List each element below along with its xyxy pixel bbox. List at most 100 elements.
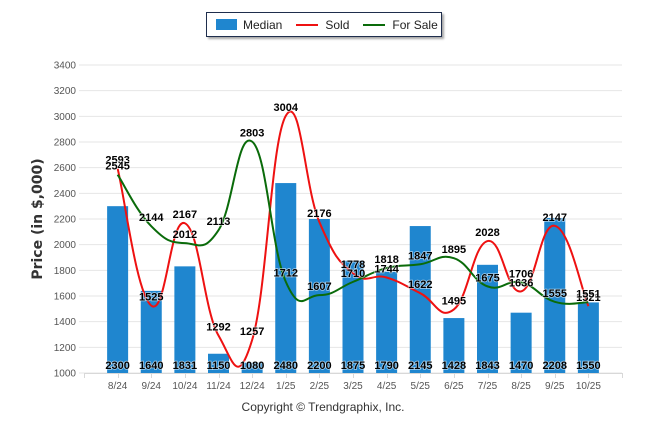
- y-tick-label: 2600: [54, 163, 77, 174]
- legend-item-for-sale[interactable]: For Sale: [363, 17, 438, 32]
- median-data-label: 2300: [105, 360, 129, 372]
- y-tick-label: 1800: [54, 266, 77, 277]
- y-tick-label: 3200: [54, 86, 77, 97]
- x-tick-label: 11/24: [206, 381, 231, 392]
- sold-data-label: 2167: [173, 209, 197, 221]
- median-bar: [241, 362, 263, 373]
- copyright-text: Copyright © Trendgraphix, Inc.: [241, 400, 405, 414]
- for-sale-data-label: 1818: [374, 254, 398, 266]
- for-sale-data-label: 1675: [475, 272, 499, 284]
- median-bar: [443, 318, 465, 373]
- y-tick-label: 2800: [54, 138, 77, 149]
- for-sale-data-label: 1607: [307, 281, 331, 293]
- sold-data-label: 2593: [105, 155, 129, 167]
- y-axis-ticks: 1000 1200 1400 1600 1800 2000 2200 2400 2600 2800…: [54, 61, 77, 380]
- median-bar: [477, 264, 498, 373]
- for-sale-data-label: 2545: [105, 161, 129, 173]
- legend-item-median[interactable]: Median: [216, 18, 282, 32]
- series-lines: [116, 110, 590, 368]
- legend-label: Sold: [325, 17, 350, 32]
- median-bar: [174, 266, 196, 373]
- median-bar: [577, 302, 599, 373]
- x-tick-label: 10/25: [576, 381, 601, 392]
- sold-line: [116, 110, 590, 368]
- legend: Median Sold For Sale: [206, 12, 442, 37]
- median-bar: [376, 271, 398, 373]
- median-swatch-icon: [216, 19, 237, 30]
- x-tick-label: 5/25: [411, 381, 431, 392]
- y-tick-label: 1600: [54, 292, 77, 303]
- median-bar: [208, 353, 229, 373]
- median-bar: [342, 260, 364, 373]
- median-data-label: 1640: [139, 360, 163, 372]
- x-tick-label: 8/24: [108, 381, 128, 392]
- y-tick-label: 1200: [54, 343, 77, 354]
- median-data-label: 2480: [274, 360, 298, 372]
- for-sale-data-label: 1710: [341, 268, 365, 280]
- x-tick-label: 10/24: [172, 381, 197, 392]
- y-tick-label: 2400: [54, 189, 77, 200]
- median-data-label: 2145: [408, 360, 432, 372]
- median-data-label: 1428: [442, 360, 466, 372]
- sold-data-label: 1495: [442, 295, 466, 307]
- y-axis-title: Price (in $,000): [30, 158, 46, 280]
- y-tick-label: 1400: [54, 317, 77, 328]
- x-axis-ticks: 8/24 9/24 10/24 11/24 12/24 1/25 2/25 3/25 4/25 5…: [84, 373, 623, 392]
- median-data-label: 2200: [307, 360, 331, 372]
- for-sale-data-label: 1847: [408, 250, 432, 262]
- x-tick-label: 6/25: [444, 381, 464, 392]
- for-sale-data-label: 1706: [509, 268, 533, 280]
- x-tick-label: 4/25: [377, 381, 397, 392]
- for-sale-data-label: 2803: [240, 128, 264, 140]
- x-tick-label: 3/25: [343, 381, 363, 392]
- y-tick-label: 3400: [54, 61, 77, 72]
- x-tick-label: 12/24: [240, 381, 265, 392]
- y-tick-label: 2200: [54, 215, 77, 226]
- median-bar: [275, 183, 297, 373]
- for-sale-data-label: 1712: [274, 268, 298, 280]
- sold-data-label: 1521: [576, 292, 600, 304]
- median-bar: [107, 206, 129, 373]
- sold-data-label: 1636: [509, 277, 533, 289]
- median-data-label: 1470: [509, 360, 533, 372]
- median-data-label: 2208: [543, 360, 567, 372]
- for-sale-data-label: 1895: [442, 244, 466, 256]
- median-bars: [107, 183, 599, 373]
- x-tick-label: 7/25: [478, 381, 498, 392]
- x-tick-label: 9/24: [142, 381, 162, 392]
- sold-data-label: 1778: [341, 259, 365, 271]
- for-sale-data-label: 2012: [173, 229, 197, 241]
- sold-data-label: 1622: [408, 279, 432, 291]
- median-bar: [544, 217, 566, 373]
- sold-data-label: 2176: [307, 208, 331, 220]
- median-data-label: 1550: [576, 360, 600, 372]
- x-tick-label: 8/25: [511, 381, 531, 392]
- legend-label: For Sale: [392, 17, 438, 32]
- median-bar: [510, 312, 532, 373]
- for-sale-data-label: 1555: [543, 288, 567, 300]
- median-bar: [140, 290, 162, 373]
- sold-data-label: 2147: [543, 212, 567, 224]
- for-sale-data-label: 1551: [576, 288, 600, 300]
- sold-data-label: 3004: [274, 102, 299, 114]
- median-data-label: 1843: [475, 360, 499, 372]
- sold-data-label: 1257: [240, 326, 264, 338]
- y-tick-label: 2000: [54, 240, 77, 251]
- legend-item-sold[interactable]: Sold: [296, 18, 349, 32]
- sold-data-label: 1744: [374, 264, 399, 276]
- for-sale-line: [116, 139, 589, 305]
- median-data-label: 1080: [240, 360, 264, 372]
- y-tick-label: 1000: [54, 369, 77, 380]
- x-tick-label: 2/25: [310, 381, 330, 392]
- x-tick-label: 1/25: [276, 381, 296, 392]
- median-data-label: 1790: [374, 360, 398, 372]
- x-tick-label: 9/25: [545, 381, 565, 392]
- y-tick-label: 3000: [54, 112, 77, 123]
- median-data-label: 1875: [341, 360, 365, 372]
- median-data-label: 1150: [207, 360, 231, 372]
- data-labels: 2300 1640 1831 1150 1080 2480 2200 1875 1790 2145…: [105, 101, 602, 373]
- legend-label: Median: [243, 17, 283, 32]
- for-sale-data-label: 2144: [139, 212, 164, 224]
- for-sale-line-icon: [363, 23, 386, 26]
